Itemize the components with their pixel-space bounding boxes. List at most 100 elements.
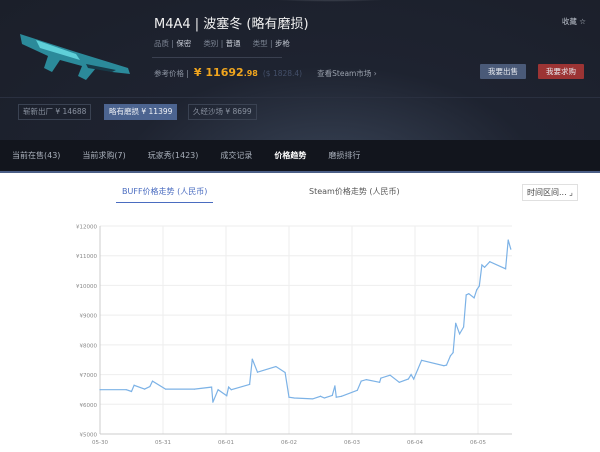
data-point bbox=[483, 266, 486, 268]
data-point bbox=[473, 297, 475, 299]
wear-option-field-tested[interactable]: 久经沙场 ¥ 8699 bbox=[188, 104, 257, 120]
favorite-button[interactable]: 收藏 ☆ bbox=[561, 17, 586, 26]
data-point bbox=[465, 294, 467, 296]
price-cny: ¥ 11692.98 bbox=[193, 66, 258, 79]
meta-quality: 品质 | 保密 bbox=[154, 38, 191, 49]
y-tick-label: ¥6000 bbox=[80, 403, 98, 409]
data-point bbox=[507, 239, 509, 241]
data-point bbox=[288, 396, 290, 398]
data-point bbox=[251, 358, 253, 360]
meta-label: 类型 | bbox=[252, 39, 273, 48]
data-point bbox=[389, 374, 391, 376]
data-point bbox=[398, 381, 400, 383]
meta-value: 步枪 bbox=[274, 39, 290, 48]
meta-category: 类别 | 普通 bbox=[203, 38, 240, 49]
tab-transactions[interactable]: 成交记录 bbox=[220, 151, 253, 160]
data-point bbox=[312, 398, 314, 400]
y-tick-label: ¥10000 bbox=[76, 284, 97, 290]
tab-wear-ranking[interactable]: 磨损排行 bbox=[328, 151, 361, 160]
item-meta: 品质 | 保密 类别 | 普通 类型 | 步枪 bbox=[154, 38, 290, 49]
data-point bbox=[478, 285, 480, 287]
data-point bbox=[468, 293, 470, 295]
y-tick-label: ¥9000 bbox=[80, 314, 98, 320]
x-tick-label: 06-05 bbox=[470, 440, 486, 446]
data-point bbox=[356, 389, 358, 391]
divider bbox=[0, 97, 600, 98]
data-point bbox=[445, 364, 448, 366]
sell-button[interactable]: 我要出售 bbox=[480, 64, 526, 79]
data-point bbox=[284, 371, 286, 374]
divider bbox=[152, 57, 282, 58]
data-point bbox=[452, 351, 454, 354]
reference-price: 参考价格 | ¥ 11692.98 ($ 1828.4) 查看Steam市场 › bbox=[154, 66, 377, 79]
price-line bbox=[100, 239, 512, 403]
price-chart: ¥5000 ¥6000 ¥7000 ¥8000 ¥9000 ¥10000 ¥11000 ¥12… bbox=[76, 225, 512, 446]
data-point bbox=[165, 388, 167, 390]
wear-option-factory-new[interactable]: 崭新出厂 ¥ 14688 bbox=[18, 104, 92, 120]
data-point bbox=[249, 383, 251, 385]
data-point bbox=[481, 264, 483, 266]
meta-value: 普通 bbox=[225, 39, 241, 48]
item-image bbox=[20, 34, 130, 80]
meta-label: 品质 | bbox=[154, 39, 174, 48]
x-tick-label: 05-30 bbox=[92, 440, 108, 446]
price-usd: ($ 1828.4) bbox=[262, 69, 303, 78]
data-point bbox=[144, 388, 146, 390]
buff-trend-tab[interactable]: BUFF价格走势 (人民币) bbox=[116, 186, 214, 203]
data-point bbox=[335, 396, 337, 398]
tab-showcase[interactable]: 玩家秀(1423) bbox=[147, 151, 199, 160]
data-point bbox=[504, 268, 507, 270]
data-point bbox=[413, 378, 415, 380]
meta-type: 类型 | 步枪 bbox=[253, 38, 290, 49]
data-point bbox=[462, 326, 465, 328]
data-point bbox=[193, 388, 196, 390]
data-point bbox=[149, 385, 151, 388]
data-point bbox=[378, 381, 381, 383]
data-point bbox=[420, 359, 423, 361]
item-header: M4A4 | 波塞冬 (略有磨损) 品质 | 保密 类别 | 普通 类型 | 步… bbox=[0, 0, 600, 140]
steam-market-link[interactable]: 查看Steam市场 › bbox=[317, 69, 377, 78]
data-point bbox=[459, 333, 461, 335]
data-point bbox=[130, 390, 133, 393]
y-tick-label: ¥12000 bbox=[76, 225, 97, 231]
data-point bbox=[212, 401, 214, 403]
data-point bbox=[449, 355, 452, 357]
tab-price-trend[interactable]: 价格趋势 bbox=[274, 151, 307, 160]
y-tick-label: ¥11000 bbox=[76, 254, 97, 260]
tab-bar: 当前在售(43) 当前求购(7) 玩家秀(1423) 成交记录 价格趋势 磨损排… bbox=[0, 140, 600, 173]
data-point bbox=[455, 322, 457, 324]
data-point bbox=[228, 386, 230, 388]
data-point bbox=[443, 365, 445, 367]
data-point bbox=[510, 248, 512, 250]
data-point bbox=[226, 395, 228, 397]
header-glow bbox=[230, 0, 430, 2]
data-point bbox=[99, 389, 101, 391]
data-point bbox=[360, 380, 362, 382]
data-point bbox=[323, 397, 326, 399]
wear-option-minimal-wear[interactable]: 略有磨损 ¥ 11399 bbox=[104, 104, 178, 120]
steam-trend-tab[interactable]: Steam价格走势 (人民币) bbox=[309, 187, 400, 196]
x-tick-label: 06-04 bbox=[407, 440, 423, 446]
y-tick-label: ¥8000 bbox=[80, 343, 98, 349]
data-point bbox=[365, 379, 368, 381]
data-point bbox=[476, 289, 478, 291]
data-point bbox=[217, 389, 219, 391]
data-point bbox=[410, 373, 412, 376]
buy-button[interactable]: 我要求购 bbox=[538, 64, 584, 79]
y-tick-label: ¥7000 bbox=[80, 373, 98, 379]
tab-on-sale[interactable]: 当前在售(43) bbox=[12, 151, 61, 160]
meta-label: 类别 | bbox=[203, 39, 224, 48]
data-point bbox=[275, 365, 277, 368]
time-range-select[interactable]: 时间区间... ⌟ bbox=[522, 184, 578, 201]
data-point bbox=[489, 261, 491, 263]
x-tick-label: 06-01 bbox=[218, 440, 234, 446]
data-point bbox=[417, 369, 419, 371]
x-tick-label: 06-02 bbox=[281, 440, 297, 446]
data-point bbox=[334, 385, 336, 387]
data-point bbox=[151, 380, 154, 382]
x-tick-label: 06-03 bbox=[344, 440, 360, 446]
x-tick-label: 05-31 bbox=[155, 440, 171, 446]
data-point bbox=[210, 386, 213, 388]
data-point bbox=[407, 378, 410, 380]
tab-buy-orders[interactable]: 当前求购(7) bbox=[82, 151, 126, 160]
